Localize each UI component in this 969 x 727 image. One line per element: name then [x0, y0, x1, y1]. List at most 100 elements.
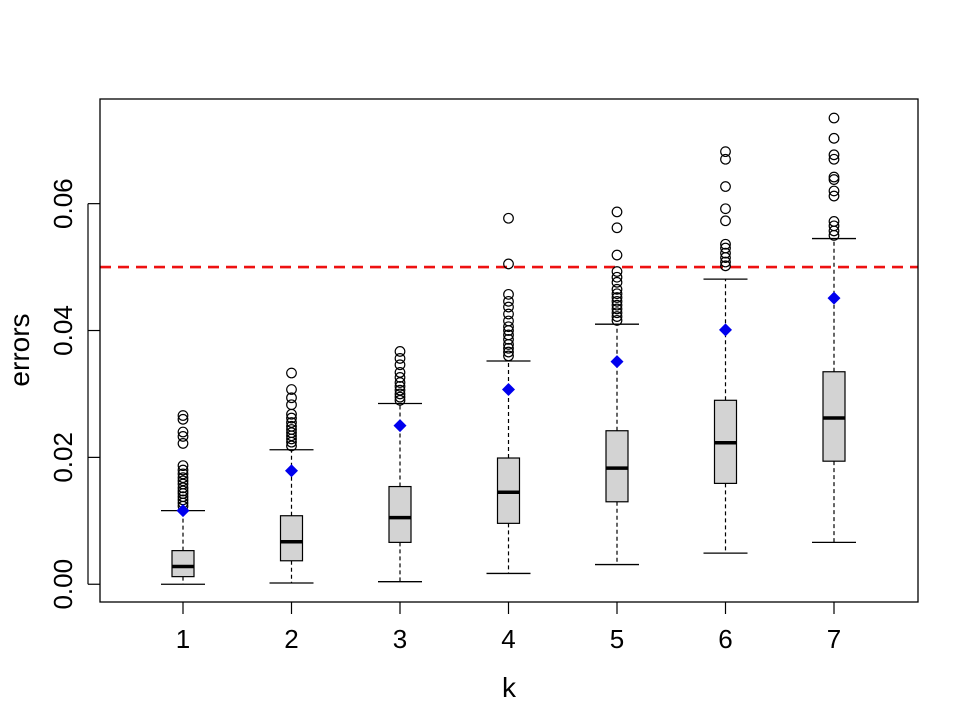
outlier-point [503, 346, 514, 358]
outlier-point [611, 292, 623, 303]
box-group-3 [378, 346, 422, 583]
outlier-point [177, 410, 189, 421]
y-tick-label: 0.04 [48, 305, 78, 356]
outlier-point [611, 311, 623, 322]
outlier-point [394, 372, 406, 383]
outlier-point [503, 288, 514, 300]
outlier-point [720, 242, 731, 254]
outlier-point [611, 271, 623, 283]
outlier-point [286, 392, 297, 404]
outlier-point [611, 303, 623, 315]
outlier-point [503, 315, 514, 327]
outlier-point [177, 475, 189, 487]
outlier-point [720, 256, 731, 268]
y-tick-label: 0.02 [48, 432, 78, 483]
outlier-point [611, 206, 623, 218]
outlier-point [611, 266, 623, 277]
box-iqr [605, 430, 629, 503]
outlier-point [394, 391, 406, 403]
box-iqr [388, 485, 412, 543]
box-group-1 [161, 410, 205, 585]
outlier-point [394, 359, 406, 371]
outlier-point [177, 431, 189, 442]
outlier-point [828, 220, 840, 232]
x-axis: 1 2 3 4 5 6 7 [176, 602, 841, 654]
mean-marker [393, 419, 407, 433]
box-group-6 [703, 146, 748, 554]
box-group-7 [812, 112, 856, 544]
outlier-point [720, 238, 731, 250]
box-iqr [171, 550, 195, 578]
outlier-point [503, 333, 514, 345]
outlier-point [394, 366, 406, 378]
outlier-point [503, 295, 514, 307]
outlier-point [394, 346, 406, 357]
outlier-point [611, 283, 623, 295]
y-tick-label: 0.00 [48, 559, 78, 610]
outlier-point [611, 222, 623, 234]
mean-marker [176, 504, 190, 518]
outlier-point [503, 212, 514, 224]
outlier-point [611, 276, 623, 288]
outlier-point [828, 190, 840, 202]
outlier-point [828, 149, 840, 161]
outlier-point [611, 307, 623, 319]
outlier-point [611, 299, 623, 311]
outlier-point [828, 174, 840, 185]
outlier-point [177, 426, 189, 438]
outlier-point [286, 424, 297, 435]
box-iqr [279, 515, 304, 562]
x-tick-label: 1 [176, 624, 190, 654]
y-axis: 0.00 0.02 0.04 0.06 [48, 178, 100, 610]
box-group-5 [595, 206, 639, 566]
plot-content [100, 112, 918, 585]
outlier-point [720, 153, 731, 165]
outlier-point [286, 384, 297, 395]
outlier-point [177, 491, 189, 503]
outlier-point [503, 301, 514, 313]
outlier-point [503, 342, 514, 354]
outlier-point [611, 314, 623, 326]
outlier-point [394, 388, 406, 400]
outlier-point [720, 203, 731, 215]
outlier-point [177, 413, 189, 425]
outlier-point [828, 185, 840, 197]
outlier-point [720, 181, 731, 192]
outlier-point [177, 460, 189, 472]
mean-marker [285, 464, 298, 478]
outlier-point [503, 258, 514, 270]
outlier-point [286, 367, 297, 379]
outlier-point [177, 472, 189, 484]
outlier-point [828, 153, 840, 165]
outlier-point [177, 468, 189, 480]
outlier-point [611, 249, 623, 261]
outlier-point [720, 247, 731, 259]
outlier-point [828, 132, 840, 144]
outlier-point [394, 384, 406, 396]
outlier-point [503, 308, 514, 320]
outlier-point [503, 329, 514, 341]
mean-marker [610, 355, 624, 369]
x-tick-label: 2 [284, 624, 298, 654]
outlier-point [720, 260, 731, 272]
x-tick-label: 5 [610, 624, 624, 654]
x-axis-title: k [502, 672, 517, 703]
x-tick-label: 3 [393, 624, 407, 654]
mean-marker [502, 383, 515, 397]
box-group-2 [269, 367, 314, 584]
outlier-point [503, 321, 514, 333]
outlier-point [828, 216, 840, 227]
outlier-point [177, 464, 189, 476]
box-group-4 [486, 212, 531, 575]
outlier-point [503, 350, 514, 362]
outlier-point [286, 399, 297, 411]
x-tick-label: 7 [827, 624, 841, 654]
outlier-point [720, 146, 731, 158]
mean-marker [827, 291, 841, 305]
x-tick-label: 6 [718, 624, 732, 654]
outlier-point [286, 412, 297, 424]
y-axis-title: errors [4, 313, 35, 386]
outlier-point [286, 420, 297, 432]
outlier-point [611, 295, 623, 307]
